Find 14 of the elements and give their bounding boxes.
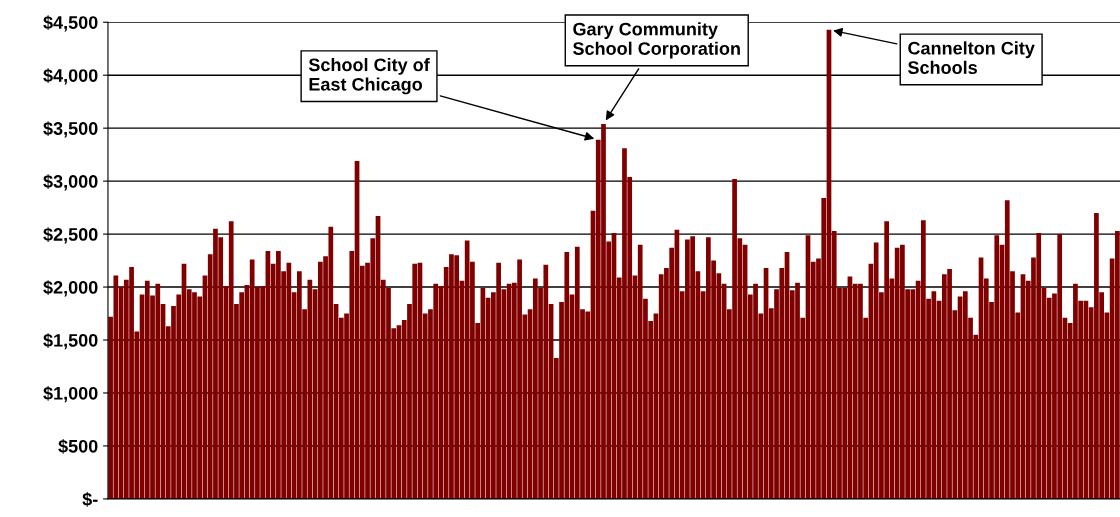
y-tick-label: $500 [58,439,98,454]
annotation: Gary Community School Corporation [573,22,740,59]
y-tick-label: $3,500 [43,121,98,138]
y-tick-label: $4,500 [43,15,98,32]
y-tick-label: $2,000 [43,280,98,297]
y-tick-label: $2,500 [43,227,98,244]
annotation: School City of East Chicago [308,57,430,95]
y-tick-label: $3,000 [43,174,98,191]
y-tick-label: $4,000 [43,68,98,85]
bar [113,275,119,499]
y-tick-label: $1,500 [43,333,98,350]
y-tick-label: $- [82,492,98,507]
y-tick-label: $1,000 [43,386,98,403]
annotation: Cannelton City Schools [907,41,1035,75]
